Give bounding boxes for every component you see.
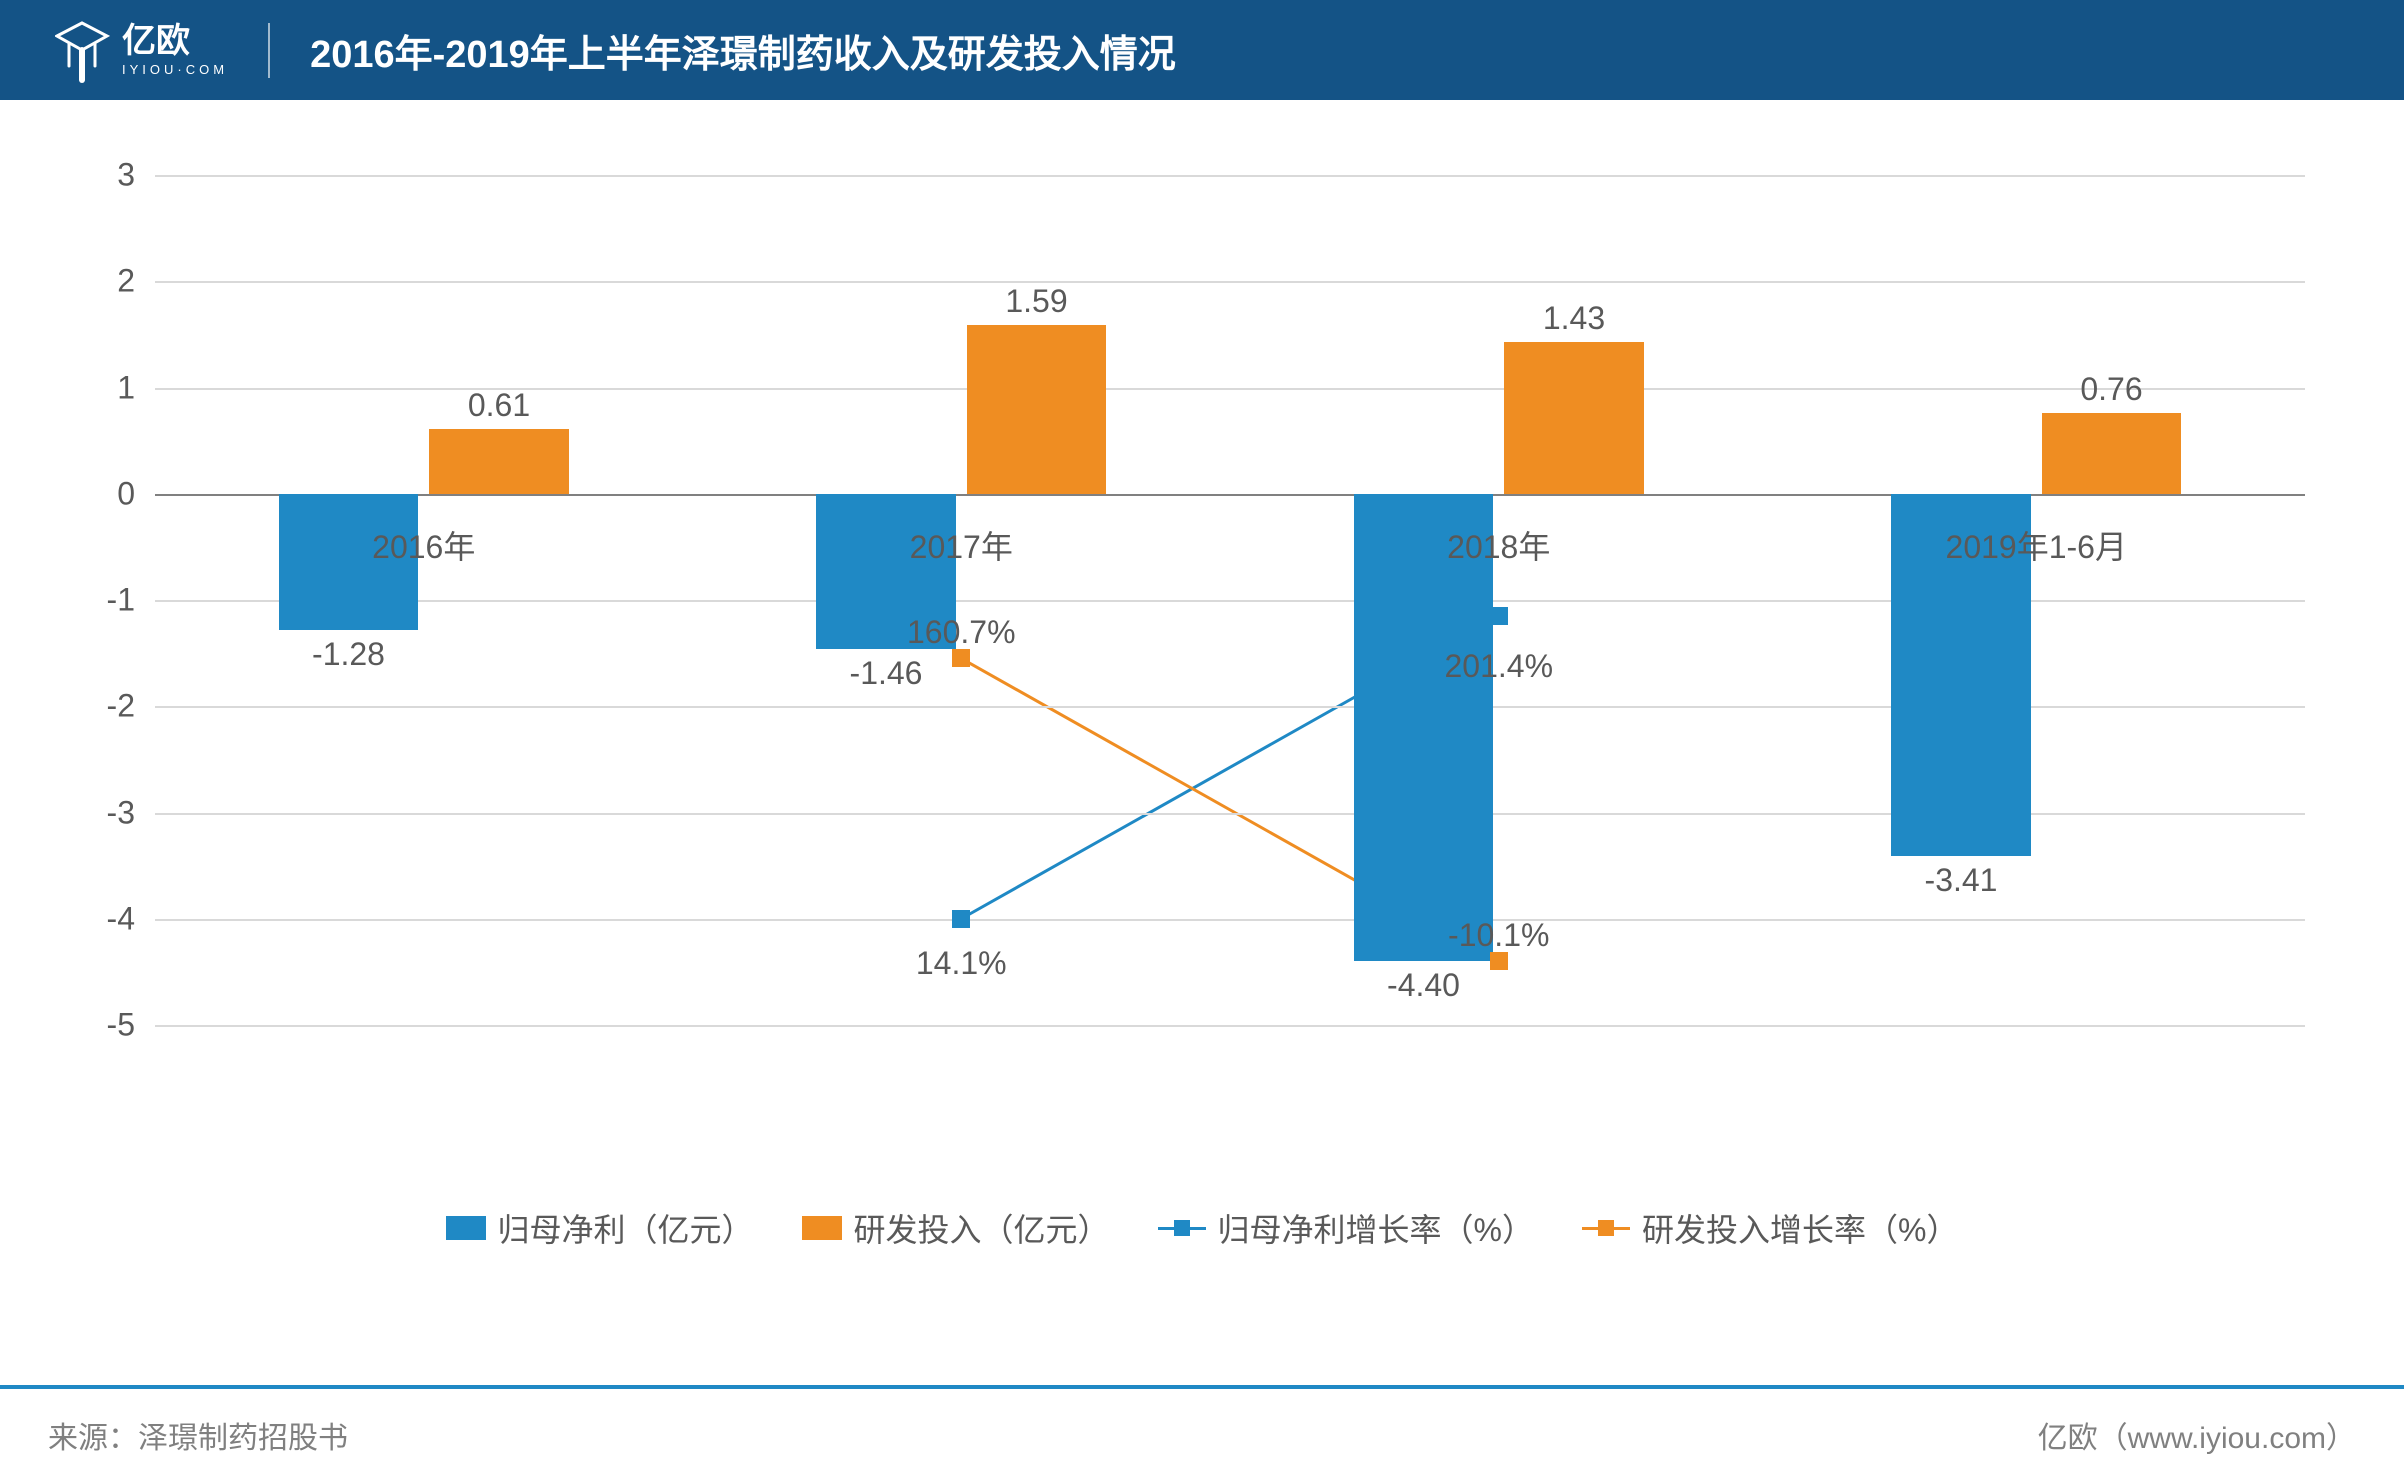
ytick-label: 0 xyxy=(117,475,135,512)
gridline xyxy=(155,175,2305,177)
gridline xyxy=(155,281,2305,283)
ytick-label: -5 xyxy=(107,1007,135,1044)
bar xyxy=(967,325,1107,494)
legend-item: 研发投入（亿元） xyxy=(802,1205,1110,1251)
ytick-label: 1 xyxy=(117,369,135,406)
header-bar: 亿欧 IYIOU·COM 2016年-2019年上半年泽璟制药收入及研发投入情况 xyxy=(0,0,2404,100)
category-label: 2018年 xyxy=(1447,522,1550,568)
category-label: 2017年 xyxy=(910,522,1013,568)
line-marker xyxy=(952,649,970,667)
legend-item: 归母净利增长率（%） xyxy=(1158,1205,1534,1251)
bar xyxy=(1504,342,1644,494)
legend-label: 归母净利（亿元） xyxy=(498,1205,754,1251)
category-label: 2016年 xyxy=(372,522,475,568)
bar-value-label: 1.59 xyxy=(1005,283,1067,320)
gridline xyxy=(155,919,2305,921)
line-marker xyxy=(952,910,970,928)
page-container: 亿欧 IYIOU·COM 2016年-2019年上半年泽璟制药收入及研发投入情况… xyxy=(0,0,2404,1480)
line-value-label: -10.1% xyxy=(1448,917,1549,954)
bar xyxy=(2042,413,2182,494)
bar-value-label: 0.76 xyxy=(2080,371,2142,408)
footer: 来源：泽璟制药招股书 亿欧（www.iyiou.com） xyxy=(0,1385,2404,1480)
bar-value-label: -1.46 xyxy=(850,655,923,692)
legend-label: 归母净利增长率（%） xyxy=(1218,1205,1534,1251)
legend-item: 归母净利（亿元） xyxy=(446,1205,754,1251)
bar-value-label: -4.40 xyxy=(1387,967,1460,1004)
footer-source: 来源：泽璟制药招股书 xyxy=(48,1413,348,1457)
gridline xyxy=(155,1025,2305,1027)
line-marker xyxy=(1490,952,1508,970)
legend-label: 研发投入增长率（%） xyxy=(1642,1205,1958,1251)
ytick-label: -1 xyxy=(107,582,135,619)
line-marker xyxy=(1490,607,1508,625)
legend-line-icon xyxy=(1158,1220,1206,1236)
legend-swatch xyxy=(802,1216,842,1240)
legend-line-icon xyxy=(1582,1220,1630,1236)
bar-value-label: -3.41 xyxy=(1925,862,1998,899)
header-divider xyxy=(268,23,270,78)
logo-text-cn: 亿欧 xyxy=(122,24,228,58)
bar-value-label: 1.43 xyxy=(1543,300,1605,337)
category-label: 2019年1-6月 xyxy=(1946,522,2127,568)
legend-swatch xyxy=(446,1216,486,1240)
legend: 归母净利（亿元） 研发投入（亿元） 归母净利增长率（%） 研发投入增长率（%） xyxy=(0,1205,2404,1251)
line-value-label: 201.4% xyxy=(1444,648,1553,685)
ytick-label: -4 xyxy=(107,900,135,937)
bar-value-label: -1.28 xyxy=(312,636,385,673)
footer-credit: 亿欧（www.iyiou.com） xyxy=(2038,1413,2356,1457)
logo: 亿欧 IYIOU·COM xyxy=(55,18,228,83)
line-value-label: 14.1% xyxy=(916,945,1007,982)
chart-area: -5-4-3-2-10123-1.280.612016年-1.461.59201… xyxy=(95,175,2305,1115)
logo-text-en: IYIOU·COM xyxy=(122,62,228,77)
ytick-label: 2 xyxy=(117,263,135,300)
ytick-label: -2 xyxy=(107,688,135,725)
ytick-label: -3 xyxy=(107,794,135,831)
ytick-label: 3 xyxy=(117,157,135,194)
plot-region: -5-4-3-2-10123-1.280.612016年-1.461.59201… xyxy=(155,175,2305,1025)
line-value-label: 160.7% xyxy=(907,614,1016,651)
iyiou-logo-icon xyxy=(55,18,110,83)
legend-item: 研发投入增长率（%） xyxy=(1582,1205,1958,1251)
bar xyxy=(429,429,569,494)
chart-title: 2016年-2019年上半年泽璟制药收入及研发投入情况 xyxy=(310,23,1176,78)
bar-value-label: 0.61 xyxy=(468,387,530,424)
legend-label: 研发投入（亿元） xyxy=(854,1205,1110,1251)
